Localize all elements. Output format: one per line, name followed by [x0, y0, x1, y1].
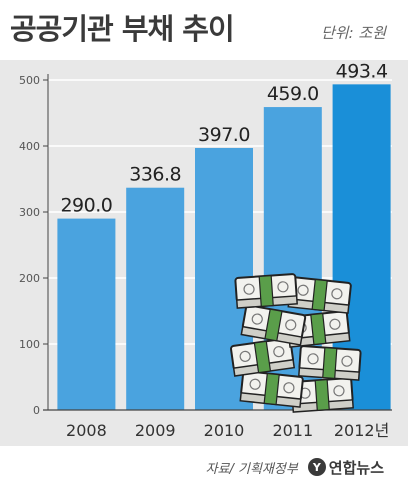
- data-label: 290.0: [60, 195, 112, 217]
- bar: [57, 218, 116, 410]
- x-tick-label: 2011: [272, 421, 313, 440]
- y-tick-label: 500: [19, 74, 40, 87]
- bar: [126, 187, 185, 410]
- y-tick-label: 300: [19, 206, 40, 219]
- x-tick-label: 2009: [135, 421, 176, 440]
- footer: 자료/ 기획재정부 Y 연합뉴스: [0, 450, 408, 484]
- data-label: 493.4: [336, 60, 388, 82]
- source-text: 자료/ 기획재정부: [205, 461, 298, 477]
- page-title: 공공기관 부채 추이: [10, 12, 235, 46]
- yonhap-logo: Y 연합뉴스: [307, 457, 384, 478]
- money-stack-icon: [230, 273, 362, 413]
- data-label: 397.0: [198, 124, 250, 146]
- data-label: 459.0: [267, 83, 319, 105]
- x-tick-label: 2008: [66, 421, 107, 440]
- y-tick-label: 400: [19, 140, 40, 153]
- chart-panel: 0 100 200 300 400 500 290.0 2008 336.8 2009 397.0 2…: [0, 60, 408, 446]
- x-tick-label: 2012년: [334, 421, 389, 440]
- y-tick-label: 200: [19, 272, 40, 285]
- y-tick-label: 100: [19, 338, 40, 351]
- data-label: 336.8: [129, 164, 181, 186]
- bar-chart: 0 100 200 300 400 500 290.0 2008 336.8 2009 397.0 2…: [19, 60, 392, 440]
- y-tick-label: 0: [33, 404, 40, 417]
- yonhap-logo-icon: Y: [307, 458, 326, 476]
- x-tick-label: 2010: [204, 421, 245, 440]
- unit-label: 단위: 조원: [320, 24, 386, 42]
- yonhap-logo-text: 연합뉴스: [328, 458, 384, 477]
